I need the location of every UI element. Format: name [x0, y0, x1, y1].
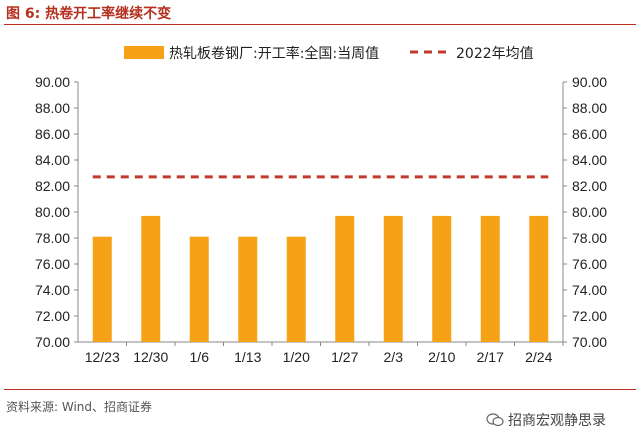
title-rule: [4, 24, 636, 25]
y-tick-label-right: 76.00: [572, 256, 607, 272]
legend-label-line: 2022年均值: [456, 46, 534, 62]
y-tick-label-right: 70.00: [572, 334, 607, 350]
x-tick-label: 1/6: [190, 349, 210, 365]
y-tick-label-left: 82.00: [35, 178, 70, 194]
bar: [189, 236, 209, 342]
y-tick-label-right: 72.00: [572, 308, 607, 324]
y-tick-label-left: 72.00: [35, 308, 70, 324]
y-tick-label-left: 88.00: [35, 100, 70, 116]
bar: [432, 215, 452, 342]
y-tick-label-right: 88.00: [572, 100, 607, 116]
footer-rule: [4, 389, 636, 390]
x-tick-labels: 12/23 12/30 1/6 1/13 1/20 1/27 2/3 2/10 2/17 2/24: [85, 349, 553, 365]
legend: 热轧板卷钢厂:开工率:全国:当周值 2022年均值: [124, 45, 534, 62]
y-tick-label-right: 78.00: [572, 230, 607, 246]
figure-title: 图 6: 热卷开工率继续不变: [6, 6, 172, 22]
y-tick-label-right: 80.00: [572, 204, 607, 220]
axes: 70.00 72.00 74.00 76.00 78.00 80.00 82.00 84.00…: [35, 74, 607, 350]
y-tick-label-left: 76.00: [35, 256, 70, 272]
x-tick-label: 12/23: [85, 349, 120, 365]
x-tick-label: 12/30: [133, 349, 168, 365]
bar: [480, 215, 500, 342]
chart: 热轧板卷钢厂:开工率:全国:当周值 2022年均值 70.00 72.00 74.00…: [35, 45, 607, 365]
bar: [92, 236, 112, 342]
y-tick-label-right: 90.00: [572, 74, 607, 90]
bar: [286, 236, 306, 342]
y-tick-label-left: 86.00: [35, 126, 70, 142]
bars: [92, 215, 549, 342]
x-tick-label: 2/24: [525, 349, 552, 365]
x-tick-label: 2/17: [477, 349, 504, 365]
y-tick-label-right: 82.00: [572, 178, 607, 194]
bar: [238, 236, 258, 342]
legend-swatch-bar: [124, 46, 164, 59]
x-tick-label: 2/10: [428, 349, 455, 365]
bar: [141, 215, 161, 342]
watermark: 招商宏观静思录: [486, 410, 606, 430]
y-tick-label-left: 80.00: [35, 204, 70, 220]
y-tick-label-left: 70.00: [35, 334, 70, 350]
x-tick-label: 1/13: [234, 349, 261, 365]
legend-label-bar: 热轧板卷钢厂:开工率:全国:当周值: [169, 45, 379, 62]
bar: [335, 215, 355, 342]
y-tick-label-right: 86.00: [572, 126, 607, 142]
y-tick-label-left: 90.00: [35, 74, 70, 90]
source-note: 资料来源: Wind、招商证券: [6, 400, 153, 414]
y-tick-label-right: 84.00: [572, 152, 607, 168]
bar: [383, 215, 403, 342]
y-tick-label-left: 84.00: [35, 152, 70, 168]
watermark-text: 招商宏观静思录: [508, 413, 606, 429]
wechat-icon: [486, 413, 504, 427]
x-tick-label: 2/3: [384, 349, 404, 365]
y-tick-label-left: 74.00: [35, 282, 70, 298]
x-tick-label: 1/27: [331, 349, 358, 365]
x-tick-label: 1/20: [283, 349, 310, 365]
y-tick-label-right: 74.00: [572, 282, 607, 298]
y-tick-label-left: 78.00: [35, 230, 70, 246]
bar: [529, 215, 549, 342]
